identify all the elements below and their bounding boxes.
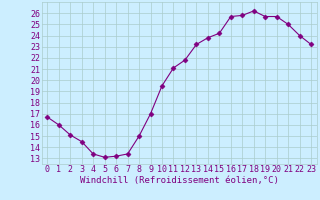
X-axis label: Windchill (Refroidissement éolien,°C): Windchill (Refroidissement éolien,°C)	[80, 176, 279, 185]
